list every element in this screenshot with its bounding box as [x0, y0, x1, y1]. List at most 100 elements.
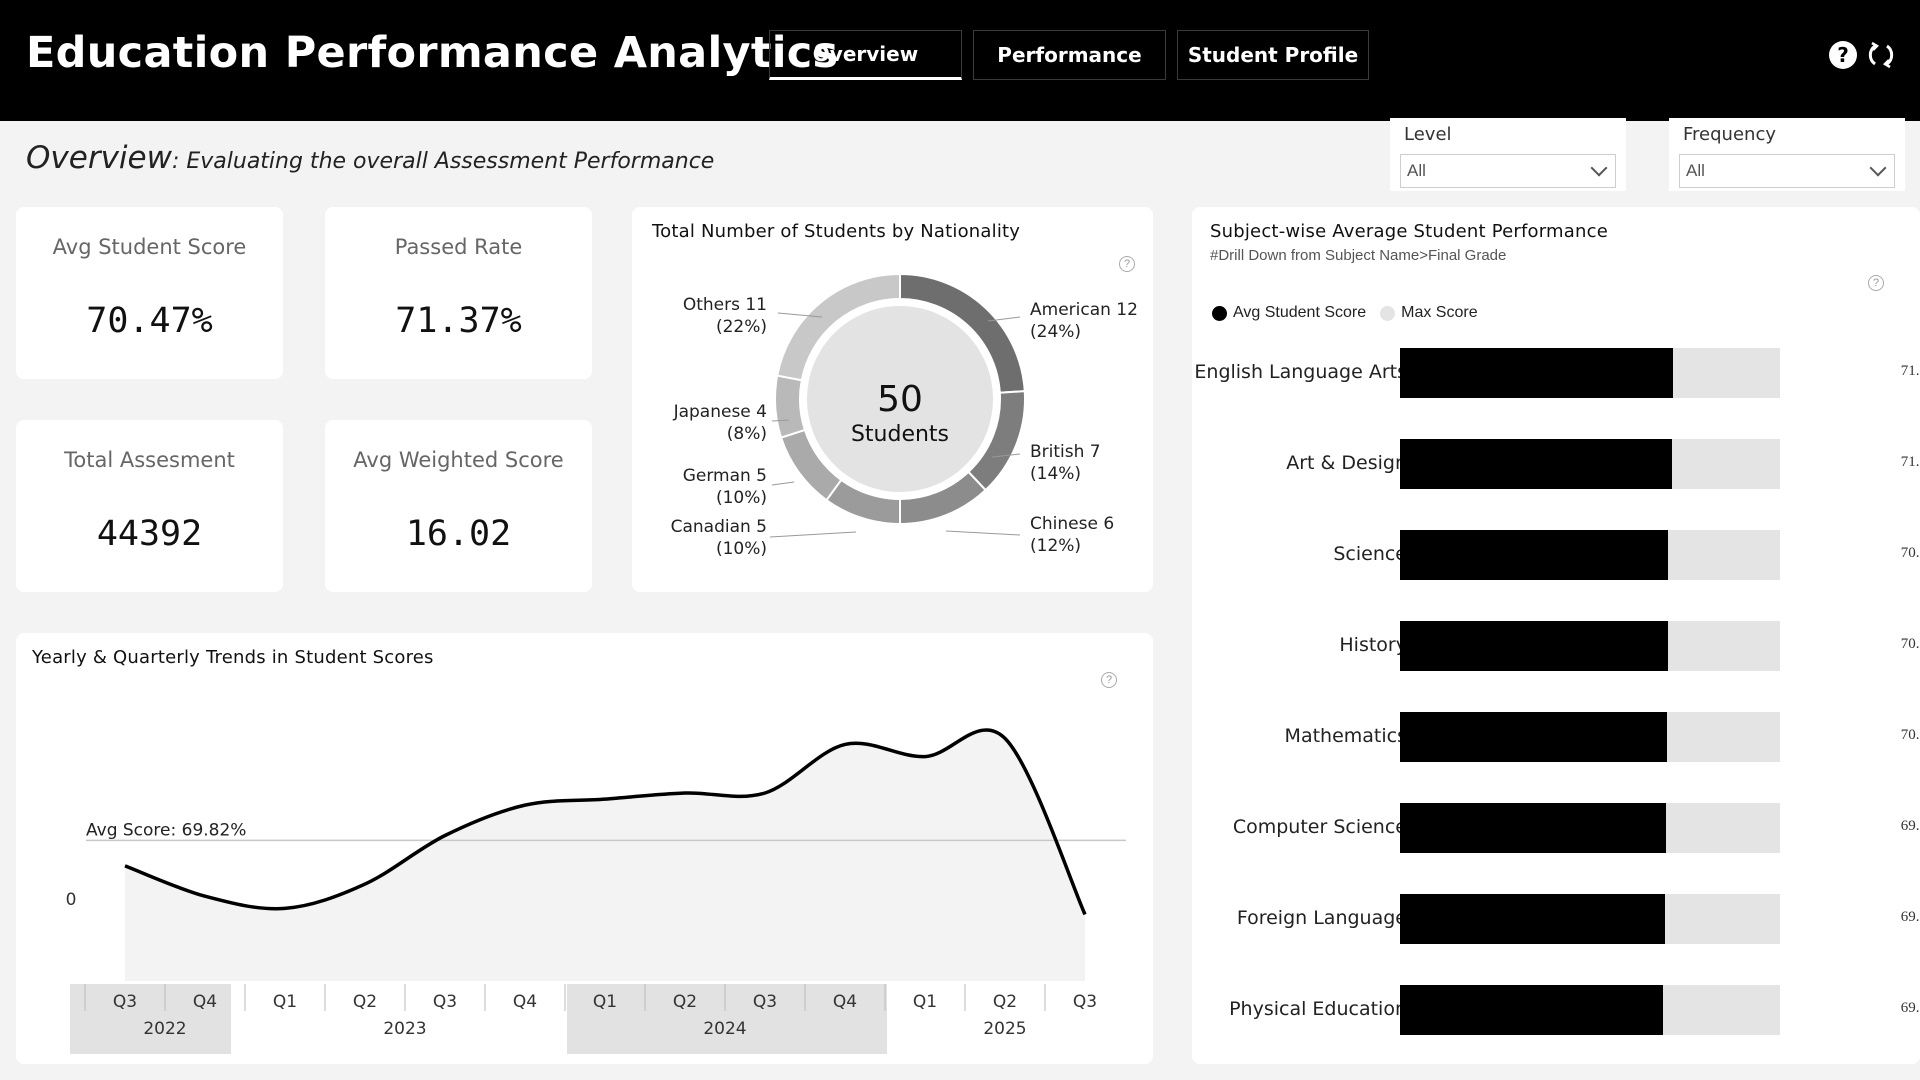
nationality-chart-card: Total Number of Students by Nationality …: [632, 207, 1153, 592]
trend-point[interactable]: [601, 795, 609, 803]
legend-label-max: Max Score: [1401, 304, 1478, 321]
tab-overview-label: Overview: [812, 42, 919, 66]
subject-label: Physical Education: [1229, 998, 1407, 1020]
subject-bar-row[interactable]: History 70.51%: [1192, 621, 1920, 671]
nationality-chart-title: Total Number of Students by Nationality: [652, 221, 1021, 242]
trend-point[interactable]: [521, 801, 529, 809]
kpi-total-assessment: Total Assesment 44392: [16, 420, 283, 592]
max-score-bar: [1400, 439, 1780, 489]
slice-label-japanese: Japanese 4: [673, 402, 767, 422]
x-axis-quarter-label: Q1: [913, 992, 937, 1012]
frequency-dropdown[interactable]: All: [1679, 154, 1895, 188]
trend-point[interactable]: [361, 880, 369, 888]
slice-label-american: American 12: [1030, 300, 1138, 320]
x-axis-quarter-label: Q3: [433, 992, 457, 1012]
slice-label-others: Others 11: [683, 295, 767, 315]
trend-point[interactable]: [761, 789, 769, 797]
trend-point[interactable]: [1001, 734, 1009, 742]
trend-point[interactable]: [201, 892, 209, 900]
x-axis-quarter-label: Q1: [593, 992, 617, 1012]
slice-pct-others: (22%): [716, 317, 767, 337]
subject-bar-row[interactable]: Art & Design 71.59%: [1192, 439, 1920, 489]
kpi-label: Avg Weighted Score: [353, 448, 564, 472]
max-score-bar: [1400, 530, 1780, 580]
bar-value-label: 69.13%: [1900, 1000, 1920, 1016]
kpi-label: Avg Student Score: [52, 235, 247, 259]
subject-bar-row[interactable]: English Language Arts 71.93%: [1192, 348, 1920, 398]
info-icon[interactable]: ?: [1868, 275, 1884, 291]
donut-center-label: Students: [851, 422, 949, 447]
legend-dot-max: [1380, 305, 1396, 321]
subject-bar-row[interactable]: Mathematics 70.25%: [1192, 712, 1920, 762]
avg-score-bar[interactable]: [1400, 348, 1674, 398]
avg-score-bar[interactable]: [1400, 439, 1673, 489]
kpi-value: 16.02: [405, 514, 512, 554]
donut-center-disc: [807, 306, 993, 492]
info-icon[interactable]: ?: [1119, 256, 1135, 272]
level-filter: Level All: [1390, 118, 1626, 191]
trend-point[interactable]: [841, 740, 849, 748]
max-score-bar: [1400, 712, 1780, 762]
subject-bar-row[interactable]: Physical Education 69.13%: [1192, 985, 1920, 1035]
subject-label: Mathematics: [1284, 725, 1407, 747]
kpi-label: Passed Rate: [394, 235, 523, 259]
bar-value-label: 70.25%: [1900, 727, 1920, 743]
avg-score-bar[interactable]: [1400, 894, 1666, 944]
subject-bar-row[interactable]: Foreign Language 69.82%: [1192, 894, 1920, 944]
avg-score-bar[interactable]: [1400, 985, 1663, 1035]
slice-pct-japanese: (8%): [727, 424, 767, 444]
subject-bar-row[interactable]: Science 70.62%: [1192, 530, 1920, 580]
kpi-label: Total Assesment: [64, 448, 235, 472]
subject-label: English Language Arts: [1194, 361, 1407, 383]
help-icon[interactable]: ?: [1828, 40, 1858, 70]
frequency-filter: Frequency All: [1669, 118, 1905, 191]
trend-point[interactable]: [681, 789, 689, 797]
subject-label: Computer Science: [1232, 816, 1407, 838]
level-dropdown-value: All: [1407, 161, 1426, 180]
avg-score-bar[interactable]: [1400, 530, 1669, 580]
subject-chart-subtitle: #Drill Down from Subject Name>Final Grad…: [1210, 247, 1507, 264]
slice-label-german: German 5: [683, 466, 767, 486]
x-axis-year-label: 2024: [703, 1019, 746, 1039]
slice-label-chinese: Chinese 6: [1030, 514, 1114, 534]
legend-dot-avg: [1212, 305, 1227, 321]
page-heading: Overview: Evaluating the overall Assessm…: [26, 140, 714, 176]
trend-point[interactable]: [441, 832, 449, 840]
level-dropdown[interactable]: All: [1400, 154, 1616, 188]
x-axis-quarter-label: Q2: [353, 992, 377, 1012]
trend-point[interactable]: [121, 862, 129, 870]
refresh-icon[interactable]: [1866, 40, 1896, 70]
tab-student-profile[interactable]: Student Profile: [1177, 30, 1369, 80]
trend-point[interactable]: [921, 753, 929, 761]
subject-bar-row[interactable]: Computer Science 69.88%: [1192, 803, 1920, 853]
slice-pct-british: (14%): [1030, 464, 1081, 484]
trend-point[interactable]: [281, 904, 289, 912]
avg-score-bar[interactable]: [1400, 621, 1668, 671]
x-axis-quarter-label: Q1: [273, 992, 297, 1012]
page-title: Overview: [26, 140, 172, 176]
bar-value-label: 70.51%: [1900, 636, 1920, 652]
trend-line[interactable]: [124, 728, 1087, 916]
slice-pct-german: (10%): [716, 488, 767, 508]
avg-score-bar[interactable]: [1400, 712, 1667, 762]
level-filter-label: Level: [1404, 124, 1452, 145]
frequency-dropdown-value: All: [1686, 161, 1705, 180]
tab-overview[interactable]: Overview: [769, 30, 962, 80]
info-icon[interactable]: ?: [1101, 672, 1117, 688]
x-axis-quarter-label: Q3: [753, 992, 777, 1012]
donut-slice-others[interactable]: [776, 272, 901, 382]
tab-performance-label: Performance: [997, 43, 1142, 67]
subject-label: Art & Design: [1286, 452, 1407, 474]
x-axis-year-label: 2022: [143, 1019, 186, 1039]
trend-point[interactable]: [1081, 910, 1089, 918]
chevron-down-icon: [1869, 159, 1887, 177]
x-axis-quarter-label: Q2: [993, 992, 1017, 1012]
avg-score-bar[interactable]: [1400, 803, 1666, 853]
kpi-value: 44392: [96, 514, 203, 554]
tab-performance[interactable]: Performance: [973, 30, 1166, 80]
trend-chart-card: Yearly & Quarterly Trends in Student Sco…: [16, 633, 1153, 1064]
subject-label: Foreign Language: [1236, 907, 1407, 929]
slice-label-british: British 7: [1030, 442, 1101, 462]
max-score-bar: [1400, 894, 1780, 944]
max-score-bar: [1400, 803, 1780, 853]
